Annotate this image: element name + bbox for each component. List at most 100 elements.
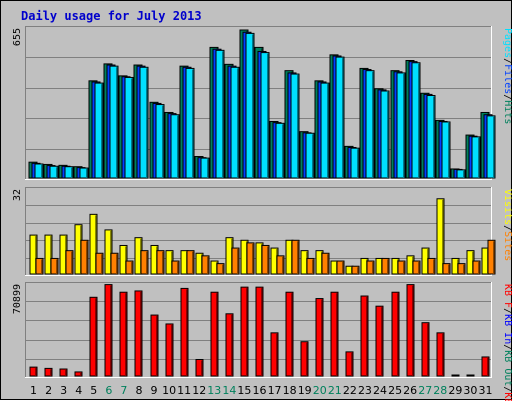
legend-entry: Visits (502, 189, 512, 225)
bar-shade (95, 215, 97, 274)
bar-body (29, 234, 38, 275)
bar-shade (493, 116, 495, 178)
bar-shade (463, 170, 465, 178)
bar-sites (140, 250, 149, 275)
x-tick-label: 12 (192, 384, 206, 397)
bar-shade (86, 241, 88, 274)
x-tick-label: 11 (177, 384, 191, 397)
bar-sites (65, 250, 74, 275)
x-tick-label: 13 (207, 384, 221, 397)
x-tick-label: 31 (478, 384, 492, 397)
bar-shade (156, 316, 158, 376)
bar-pages (64, 166, 74, 179)
bar-body (406, 284, 415, 377)
bar-visits (436, 198, 445, 275)
bar-body (391, 291, 400, 377)
bar-shade (50, 369, 52, 376)
bar-body (134, 290, 143, 377)
bar-shade (478, 262, 480, 274)
legend-kb: KB F/KB In/KB Out/KB F (502, 284, 512, 401)
bar-pages (275, 122, 285, 179)
x-tick-label: 6 (105, 384, 112, 397)
bar-pages (426, 95, 436, 179)
bar-pages (49, 165, 59, 179)
bar-shade (418, 63, 420, 178)
bar-pages (350, 147, 360, 179)
legend-hits-files-pages: Pages/Files/Hits (502, 28, 512, 124)
bar-body (305, 132, 315, 179)
bar-body (345, 351, 354, 377)
bar-shade (493, 241, 495, 274)
bar-body (320, 82, 330, 179)
bar-sites (487, 239, 496, 275)
panel-visits-sites: 32 Visits/Sites (12, 187, 512, 276)
bar-pages (380, 90, 390, 179)
bar-shade (50, 236, 52, 274)
bar-body (436, 198, 445, 275)
bar-body (139, 66, 149, 179)
bar-kb-f (240, 286, 249, 377)
bar-body (201, 255, 210, 275)
bar-kb-f (285, 291, 294, 377)
bar-shade (252, 243, 254, 274)
bar-shade (201, 360, 203, 376)
x-tick-label: 28 (433, 384, 447, 397)
bar-body (155, 104, 165, 179)
bar-shade (433, 259, 435, 274)
bar-body (104, 284, 113, 377)
bar-shade (131, 78, 133, 178)
bar-body (95, 252, 104, 275)
bar-shade (372, 71, 374, 178)
bar-sites (246, 242, 255, 275)
x-tick-label: 5 (90, 384, 97, 397)
bar-shade (146, 68, 148, 178)
bar-sites (336, 260, 345, 275)
x-tick-label: 21 (328, 384, 342, 397)
bar-shade (448, 264, 450, 274)
bar-sites (457, 263, 466, 275)
bar-sites (35, 257, 44, 275)
bar-shade (387, 259, 389, 274)
bar-shade (116, 67, 118, 178)
bar-pages (200, 157, 210, 179)
bar-pages (486, 115, 496, 179)
bar-body (44, 367, 53, 377)
bar-pages (471, 136, 481, 179)
bar-body (350, 147, 360, 179)
bar-shade (397, 293, 399, 376)
bar-kb-f (421, 322, 430, 377)
x-tick-label: 3 (60, 384, 67, 397)
x-tick-label: 18 (283, 384, 297, 397)
bar-body (335, 56, 345, 179)
bar-body (64, 166, 74, 179)
legend-entry: / (502, 344, 512, 350)
legend-entry: Hits (502, 100, 512, 124)
x-tick-label: 26 (403, 384, 417, 397)
bar-body (65, 250, 74, 275)
bar-kb-f (255, 286, 264, 377)
bar-kb-f (270, 332, 279, 377)
bar-pages (79, 167, 89, 179)
legend-entry: Sites (502, 231, 512, 261)
bar-shade (381, 307, 383, 376)
bar-body (285, 291, 294, 377)
bar-body (245, 32, 255, 179)
bar-shade (207, 159, 209, 178)
bar-body (124, 76, 134, 179)
bar-shade (101, 84, 103, 178)
bar-body (35, 257, 44, 275)
x-tick-label: 27 (418, 384, 432, 397)
bar-shade (291, 293, 293, 376)
x-tick-label: 20 (313, 384, 327, 397)
bar-body (471, 136, 481, 179)
bar-body (195, 358, 204, 377)
bar-body (427, 257, 436, 275)
bar-body (457, 263, 466, 275)
bar-sites (231, 247, 240, 275)
bar-sites (80, 239, 89, 275)
bar-body (315, 298, 324, 377)
bar-kb-f (436, 332, 445, 377)
bar-pages (94, 82, 104, 179)
bar-kb-f (391, 291, 400, 377)
